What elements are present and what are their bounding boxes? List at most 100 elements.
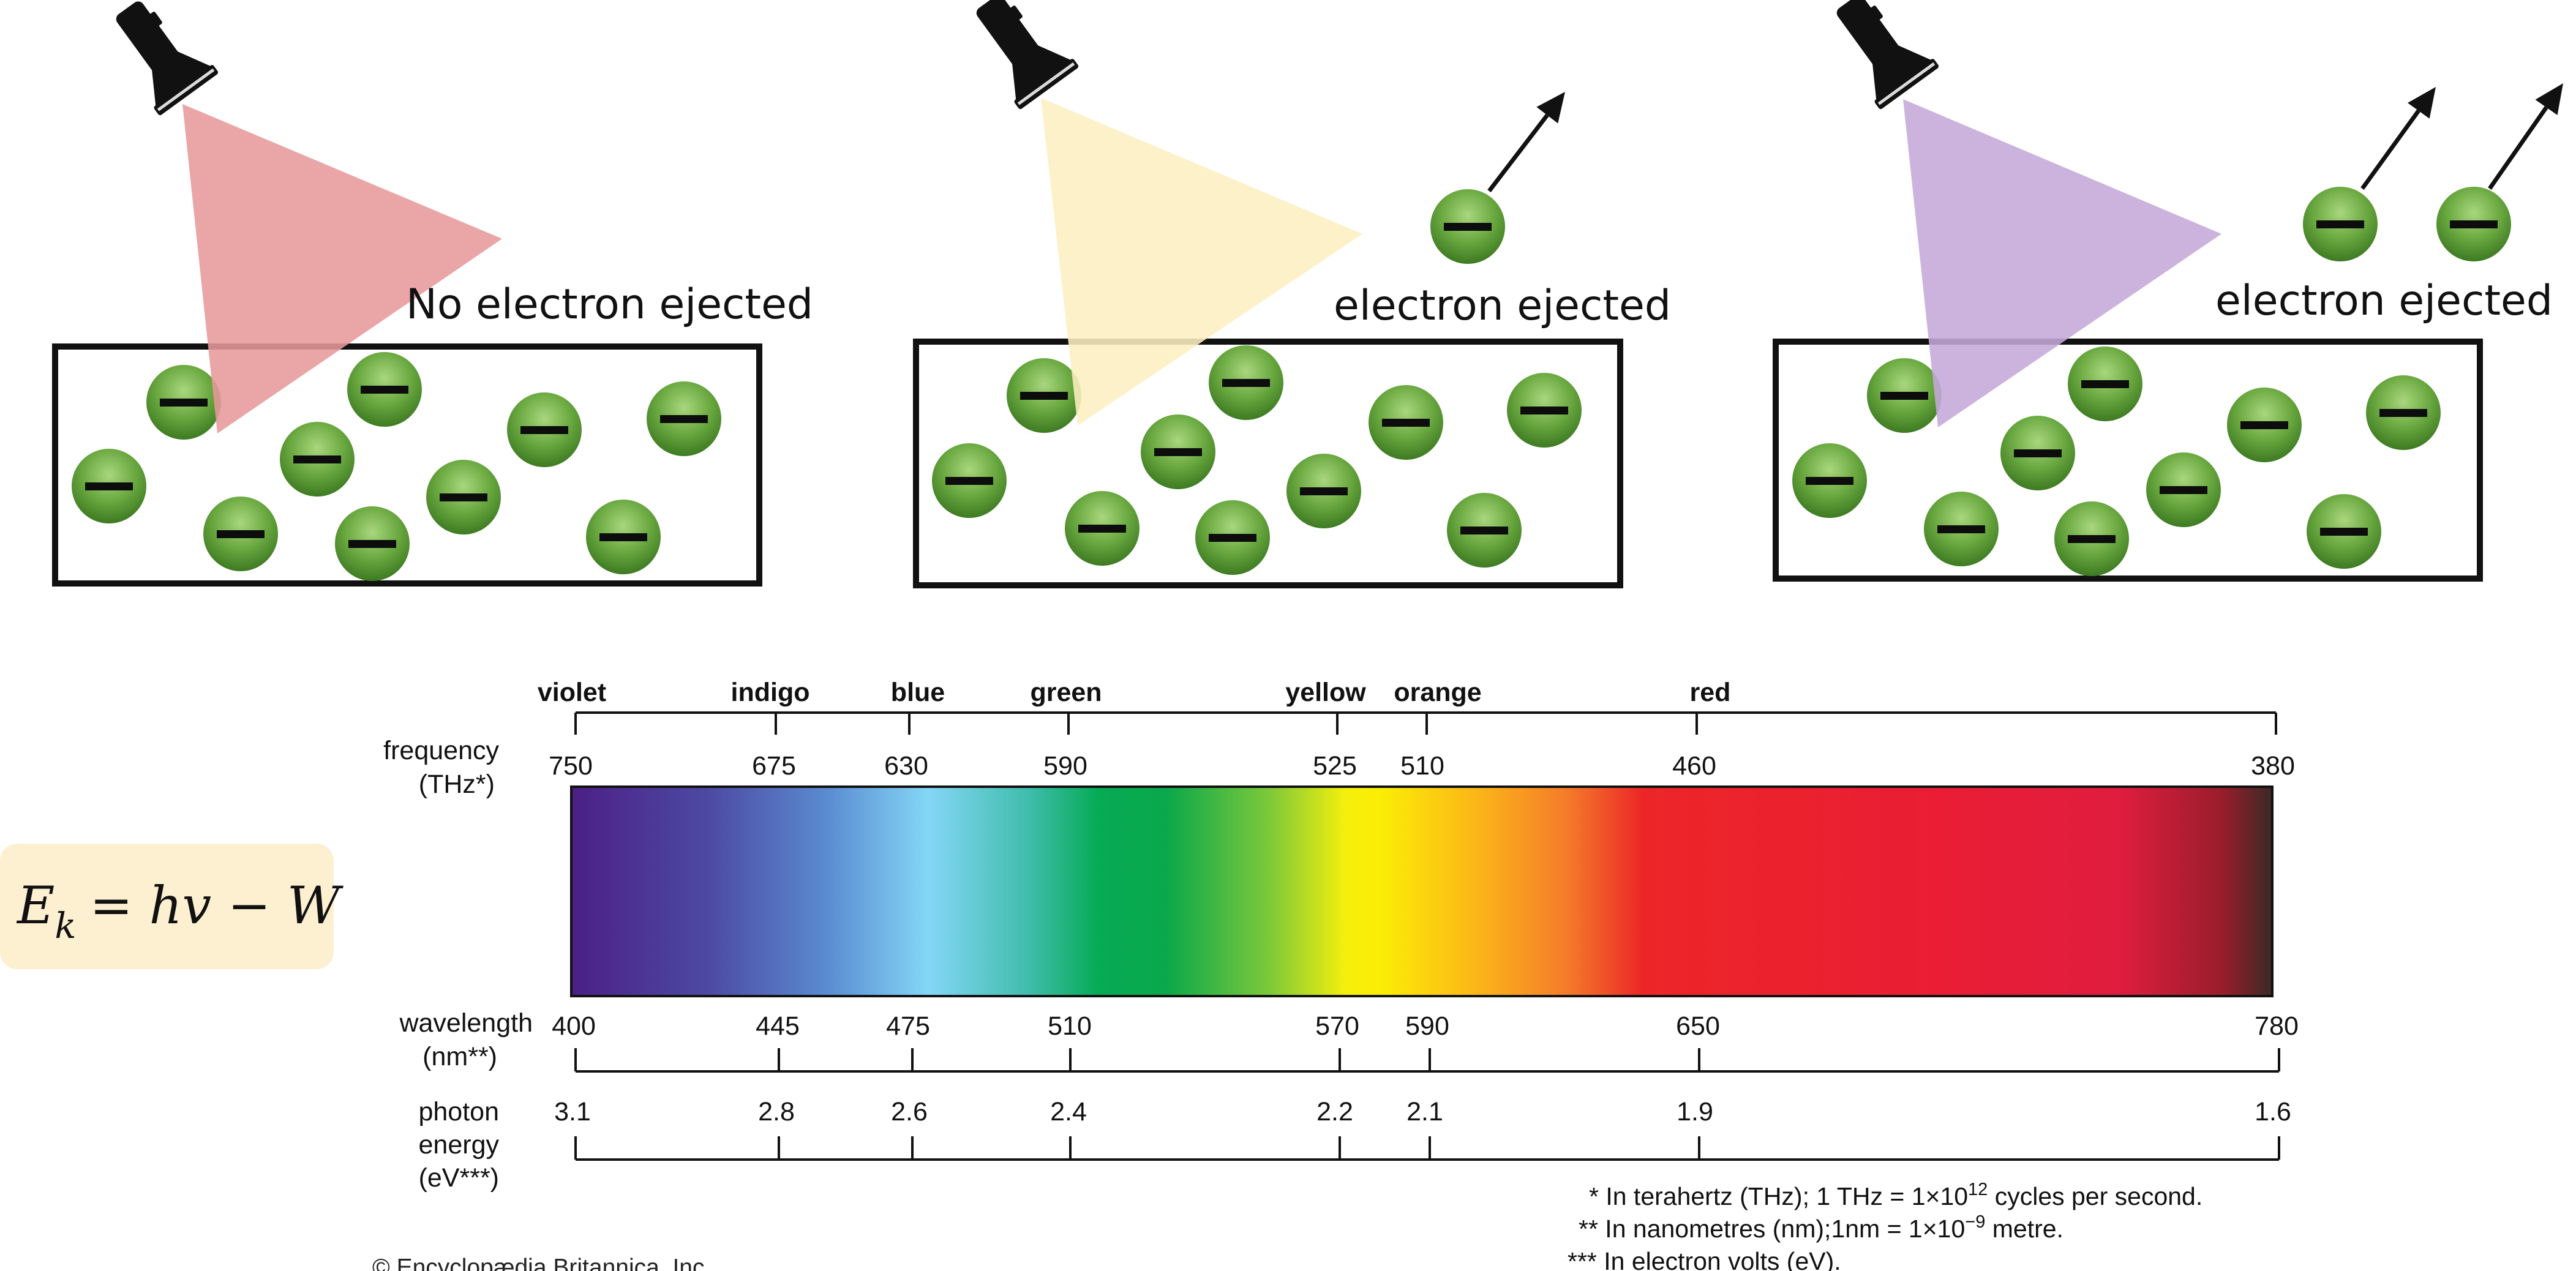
wavelength-axis bbox=[574, 1048, 2280, 1073]
footnote-thz-prefix: * In terahertz (THz); 1 THz = 1×10 bbox=[1589, 1182, 1968, 1210]
bound-electron bbox=[146, 365, 221, 440]
bound-electron bbox=[1924, 492, 1999, 566]
minus-sign-icon bbox=[2320, 528, 2368, 536]
formula-background bbox=[0, 844, 334, 969]
flashlight-icon bbox=[1817, 0, 1940, 110]
bound-electron bbox=[1286, 454, 1361, 528]
footnote-thz-suffix: cycles per second. bbox=[1988, 1182, 2202, 1210]
freq-tick-label: 380 bbox=[2251, 751, 2295, 781]
wavelength-label: wavelength bbox=[399, 1008, 533, 1038]
wavelength-unit: (nm**) bbox=[422, 1042, 497, 1071]
wavelength-tick-label: 650 bbox=[1676, 1011, 1720, 1041]
flashlight-icon bbox=[957, 0, 1080, 110]
bound-electron bbox=[2366, 375, 2441, 450]
freq-tick-label: 525 bbox=[1313, 751, 1357, 781]
bound-electron bbox=[1141, 414, 1215, 489]
wavelength-tick-label: 570 bbox=[1315, 1011, 1359, 1041]
minus-sign-icon bbox=[1078, 525, 1126, 533]
energy-tick-label: 2.6 bbox=[891, 1097, 928, 1127]
minus-sign-icon bbox=[1382, 419, 1430, 427]
frequency-axis bbox=[574, 711, 2277, 735]
minus-sign-icon bbox=[361, 386, 408, 394]
wavelength-tick-label: 510 bbox=[1048, 1011, 1092, 1041]
frequency-unit: (THz*) bbox=[419, 770, 495, 799]
metal-plate bbox=[913, 339, 1623, 588]
bound-electron bbox=[2307, 494, 2381, 569]
bound-electron bbox=[426, 460, 501, 534]
minus-sign-icon bbox=[2081, 380, 2129, 388]
bound-electron bbox=[1195, 500, 1270, 575]
band-label-violet: violet bbox=[538, 678, 606, 707]
freq-tick-label: 675 bbox=[752, 751, 796, 781]
minus-sign-icon bbox=[2316, 220, 2364, 228]
bound-electron bbox=[335, 506, 410, 581]
ejection-arrow-icon bbox=[2360, 87, 2436, 190]
bound-electron bbox=[586, 500, 661, 574]
spectrum-chart: violet indigo blue green yellow orange r… bbox=[383, 678, 2299, 1193]
panel-1 bbox=[52, 343, 762, 587]
band-label-blue: blue bbox=[891, 678, 945, 707]
bound-electron bbox=[2054, 501, 2129, 576]
band-label-indigo: indigo bbox=[731, 678, 810, 707]
minus-sign-icon bbox=[1520, 407, 1568, 414]
minus-sign-icon bbox=[348, 540, 396, 548]
band-label-orange: orange bbox=[1394, 678, 1481, 707]
minus-sign-icon bbox=[293, 456, 341, 463]
wavelength-tick-label: 780 bbox=[2255, 1011, 2299, 1041]
footnote-nm-exponent: −9 bbox=[1965, 1212, 1985, 1232]
energy-tick-label: 2.8 bbox=[758, 1097, 795, 1127]
bound-electron bbox=[1007, 358, 1081, 433]
bound-electron bbox=[347, 352, 422, 427]
frequency-label: frequency bbox=[383, 736, 499, 765]
minus-sign-icon bbox=[85, 482, 133, 490]
flashlight-icon bbox=[97, 0, 219, 116]
footnote-nanometres: ** In nanometres (nm);1nm = 1×10−9 metre… bbox=[1579, 1212, 2063, 1243]
minus-sign-icon bbox=[2160, 486, 2207, 494]
minus-sign-icon bbox=[660, 415, 708, 423]
bound-electron bbox=[1867, 358, 1942, 433]
footnote-nm-suffix: metre. bbox=[1985, 1215, 2063, 1243]
wavelength-tick-label: 590 bbox=[1405, 1011, 1449, 1041]
freq-tick-label: 590 bbox=[1043, 751, 1087, 781]
bound-electron bbox=[932, 443, 1007, 518]
metal-plate bbox=[1773, 339, 2483, 582]
bound-electron bbox=[280, 422, 355, 497]
light-beam bbox=[182, 104, 502, 433]
ejected-electron bbox=[2436, 187, 2511, 261]
ejection-arrow-icon bbox=[1487, 92, 1565, 193]
band-label-red: red bbox=[1690, 678, 1731, 707]
footnote-thz-exponent: 12 bbox=[1968, 1180, 1988, 1199]
bound-electron bbox=[1447, 493, 1522, 568]
freq-tick-label: 750 bbox=[549, 751, 593, 781]
bound-electron bbox=[2227, 388, 2302, 462]
ejected-electron bbox=[1430, 189, 1505, 264]
minus-sign-icon bbox=[520, 426, 568, 434]
bound-electron bbox=[1209, 345, 1283, 420]
minus-sign-icon bbox=[2379, 409, 2427, 417]
energy-tick-label: 2.1 bbox=[1406, 1097, 1443, 1127]
energy-tick-label: 1.9 bbox=[1677, 1097, 1713, 1127]
minus-sign-icon bbox=[1460, 527, 1508, 534]
minus-sign-icon bbox=[1806, 477, 1853, 485]
photon-energy-unit: (eV***) bbox=[419, 1163, 499, 1193]
bound-electron bbox=[2068, 347, 2142, 421]
formula-lhs: E bbox=[16, 875, 54, 935]
bound-electron bbox=[72, 449, 146, 523]
wavelength-tick-label: 400 bbox=[552, 1011, 596, 1041]
panel-1-caption: No electron ejected bbox=[406, 280, 813, 329]
ejection-arrow-icon bbox=[2488, 83, 2563, 190]
photon-energy-axis bbox=[574, 1136, 2280, 1161]
photon-energy-label-2: energy bbox=[419, 1130, 500, 1160]
minus-sign-icon bbox=[945, 477, 993, 485]
formula-subscript: k bbox=[54, 905, 76, 947]
ejected-electron bbox=[2303, 187, 2378, 261]
bound-electron bbox=[647, 381, 721, 456]
minus-sign-icon bbox=[2068, 535, 2116, 543]
minus-sign-icon bbox=[1300, 487, 1348, 495]
wavelength-tick-label: 445 bbox=[756, 1011, 800, 1041]
energy-tick-label: 2.2 bbox=[1316, 1097, 1353, 1127]
bound-electron bbox=[1369, 385, 1443, 460]
minus-sign-icon bbox=[1154, 448, 1202, 456]
minus-sign-icon bbox=[2240, 421, 2288, 429]
minus-sign-icon bbox=[1209, 534, 1256, 542]
